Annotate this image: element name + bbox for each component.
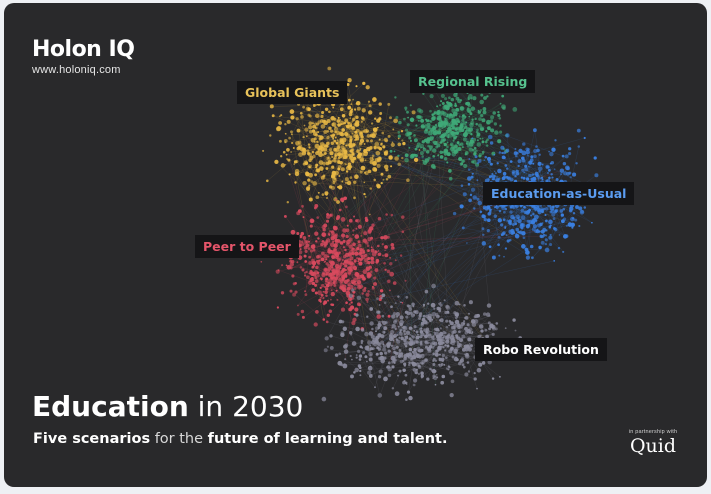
brand-logo: Holon IQ — [32, 37, 135, 62]
brand-block: Holon IQ www.holoniq.com — [32, 37, 135, 77]
label-global-giants: Global Giants — [237, 81, 348, 104]
network-graph — [260, 66, 601, 402]
page-title: Education in 2030 — [32, 391, 303, 423]
subtitle-part1: Five scenarios — [33, 431, 151, 447]
partner-caption: in partnership with — [628, 429, 678, 435]
title-bold: Education — [32, 390, 189, 423]
subtitle-part2: for the — [154, 431, 204, 447]
subtitle: Five scenarios for the future of learnin… — [33, 430, 448, 448]
quid-logo: Quid — [629, 435, 677, 457]
label-regional-rising: Regional Rising — [410, 70, 536, 93]
brand-url: www.holoniq.com — [32, 64, 121, 76]
partner-block: in partnership with Quid — [620, 429, 686, 457]
label-peer-to-peer: Peer to Peer — [195, 235, 299, 258]
title-rest: in 2030 — [197, 390, 304, 423]
label-education-as-usual: Education-as-Usual — [483, 182, 635, 205]
subtitle-part3: future of learning and talent. — [207, 431, 448, 447]
label-robo-revolution: Robo Revolution — [475, 338, 607, 361]
hero-card: Holon IQ www.holoniq.com Global Giants R… — [4, 3, 707, 487]
